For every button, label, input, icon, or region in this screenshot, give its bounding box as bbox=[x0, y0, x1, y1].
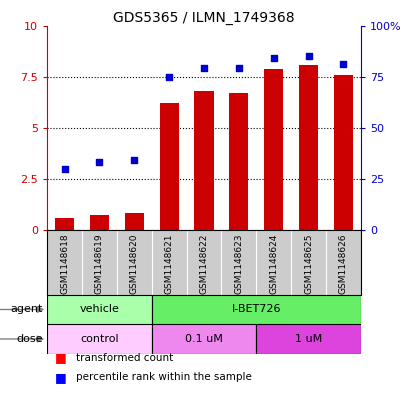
Bar bbox=[90, 215, 109, 230]
Text: ■: ■ bbox=[55, 351, 67, 364]
Bar bbox=[55, 218, 74, 230]
Text: GSM1148625: GSM1148625 bbox=[303, 233, 312, 294]
Point bbox=[200, 65, 207, 72]
Text: 1 uM: 1 uM bbox=[294, 334, 321, 344]
Text: GSM1148624: GSM1148624 bbox=[269, 233, 277, 294]
Bar bbox=[298, 65, 317, 230]
Point bbox=[305, 53, 311, 59]
Bar bbox=[151, 324, 256, 354]
Bar bbox=[256, 324, 360, 354]
Point bbox=[235, 65, 242, 72]
Point bbox=[270, 55, 276, 61]
Text: vehicle: vehicle bbox=[79, 305, 119, 314]
Title: GDS5365 / ILMN_1749368: GDS5365 / ILMN_1749368 bbox=[113, 11, 294, 24]
Text: GSM1148623: GSM1148623 bbox=[234, 233, 243, 294]
Text: I-BET726: I-BET726 bbox=[231, 305, 280, 314]
Text: GSM1148620: GSM1148620 bbox=[130, 233, 138, 294]
Bar bbox=[263, 70, 283, 230]
Bar bbox=[194, 91, 213, 230]
Text: agent: agent bbox=[11, 305, 43, 314]
Text: transformed count: transformed count bbox=[76, 353, 173, 363]
Point bbox=[339, 61, 346, 68]
Text: GSM1148622: GSM1148622 bbox=[199, 233, 208, 294]
Point bbox=[96, 159, 103, 165]
Point bbox=[131, 157, 137, 163]
Bar bbox=[124, 213, 144, 230]
Bar bbox=[151, 295, 360, 324]
Text: GSM1148626: GSM1148626 bbox=[338, 233, 347, 294]
Text: control: control bbox=[80, 334, 119, 344]
Text: GSM1148618: GSM1148618 bbox=[60, 233, 69, 294]
Text: dose: dose bbox=[16, 334, 43, 344]
Text: GSM1148619: GSM1148619 bbox=[95, 233, 103, 294]
Bar bbox=[159, 103, 178, 230]
Bar bbox=[47, 324, 151, 354]
Point bbox=[166, 73, 172, 80]
Bar bbox=[229, 93, 248, 230]
Text: ■: ■ bbox=[55, 371, 67, 384]
Point bbox=[61, 165, 68, 172]
Bar bbox=[47, 295, 151, 324]
Text: GSM1148621: GSM1148621 bbox=[164, 233, 173, 294]
Text: percentile rank within the sample: percentile rank within the sample bbox=[76, 372, 251, 382]
Text: 0.1 uM: 0.1 uM bbox=[184, 334, 222, 344]
Bar bbox=[333, 75, 352, 230]
